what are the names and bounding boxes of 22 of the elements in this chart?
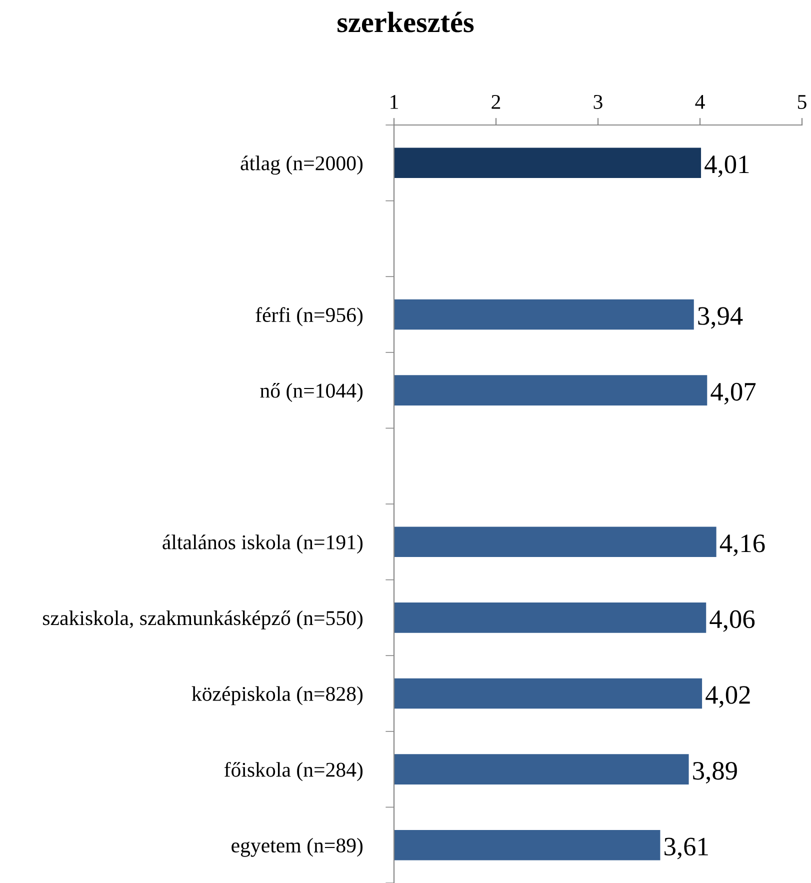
- data-label: 4,02: [706, 686, 750, 708]
- y-tick-label: középiskola (n=828): [192, 686, 363, 706]
- x-tick-label: 1: [390, 95, 398, 109]
- y-tick-label: férfi (n=956): [256, 307, 363, 326]
- y-tick-label: szakiskola, szakmunkásképző (n=550): [43, 610, 363, 630]
- y-tick-label: átlag (n=2000): [240, 156, 363, 175]
- y-tick-label: egyetem (n=89): [232, 838, 363, 857]
- y-tick-label: nő (n=1044): [260, 383, 363, 402]
- x-tick-label: 2: [492, 94, 500, 109]
- data-label: 3,61: [664, 838, 708, 860]
- data-label: 3,94: [698, 307, 743, 329]
- data-label: 4,07: [710, 382, 756, 404]
- x-tick-label: 4: [695, 95, 705, 109]
- data-label: 3,89: [693, 762, 737, 784]
- y-tick-label: főiskola (n=284): [224, 762, 363, 782]
- chart-title: szerkesztés: [338, 12, 474, 32]
- x-tick-label: 5: [798, 95, 806, 109]
- data-label: 4,16: [720, 534, 765, 556]
- y-tick-label: általános iskola (n=191): [162, 534, 363, 554]
- x-tick-label: 3: [594, 94, 602, 109]
- data-label: 4,01: [704, 155, 749, 178]
- data-label: 4,06: [710, 610, 755, 632]
